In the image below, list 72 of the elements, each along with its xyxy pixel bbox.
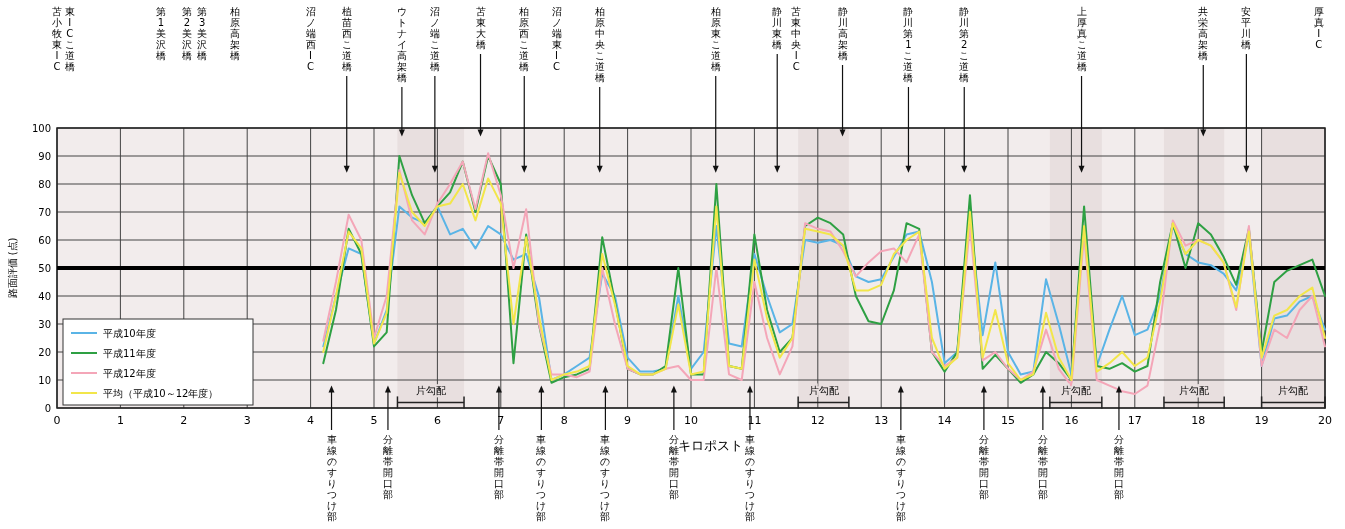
x-tick-label: 8 (560, 414, 568, 427)
text: 上厚真こ道橋 (1076, 6, 1087, 72)
x-tick-label: 20 (1318, 414, 1332, 427)
x-tick-label: 5 (370, 414, 378, 427)
text: 柏原高架橋 (228, 6, 240, 61)
text: 静川東橋 (772, 6, 783, 50)
y-tick-label: 80 (38, 179, 51, 190)
band-label: 片勾配 (1278, 385, 1309, 397)
y-tick-label: 70 (38, 207, 51, 218)
text: 静川第1こ道橋 (903, 6, 914, 83)
y-tick-label: 50 (38, 263, 51, 274)
text: 共栄高架橋 (1198, 6, 1209, 61)
legend-label: 平成10年度 (103, 328, 156, 339)
text: 沼ノ端東IC (551, 6, 562, 72)
y-tick-label: 10 (38, 375, 51, 386)
x-tick-label: 10 (684, 414, 698, 427)
text: 第3美沢橋 (197, 6, 208, 61)
text: 分離帯開口部 (978, 434, 989, 500)
x-tick-label: 14 (937, 414, 952, 427)
band-label: 片勾配 (1179, 385, 1210, 397)
text: 分離帯開口部 (1037, 434, 1048, 500)
x-tick-label: 18 (1191, 414, 1206, 427)
text: 分離帯開口部 (382, 434, 393, 500)
text: 沼ノ端西IC (305, 6, 316, 72)
text: 第1美沢橋 (155, 6, 166, 61)
y-tick-label: 0 (44, 403, 51, 414)
x-tick-label: 13 (874, 414, 889, 427)
text: 車線のすりつけ部 (894, 434, 906, 522)
text: 分離帯開口部 (668, 434, 679, 500)
text: 沼ノ端こ道橋 (429, 6, 440, 72)
legend-label: 平成12年度 (103, 368, 156, 379)
text: 東ICこ道橋 (64, 6, 75, 72)
x-tick-label: 4 (307, 414, 315, 427)
y-tick-label: 60 (38, 235, 51, 246)
x-tick-label: 16 (1064, 414, 1079, 427)
text: 車線のすりつけ部 (535, 434, 547, 522)
x-tick-label: 19 (1254, 414, 1269, 427)
text: 静川高架橋 (837, 6, 848, 61)
text: 車線のすりつけ部 (599, 434, 611, 522)
text: 柏原西こ道橋 (518, 6, 530, 72)
legend-label: 平均（平成10～12年度） (103, 388, 219, 399)
text: 柏原東こ道橋 (709, 6, 721, 72)
x-tick-label: 0 (53, 414, 61, 427)
y-tick-label: 40 (38, 291, 51, 302)
annotation: 分離帯開口部 (1113, 434, 1124, 500)
text: 安平川橋 (1241, 6, 1252, 50)
x-tick-label: 1 (116, 414, 124, 427)
text: 静川第2こ道橋 (959, 6, 970, 83)
text: 柏原中央こ道橋 (593, 6, 605, 83)
legend-label: 平成11年度 (103, 348, 156, 359)
text: ウトナイ高架橋 (396, 6, 407, 83)
text: 苫東大橋 (475, 6, 486, 50)
y-axis-title: 路面評価 (点) (7, 237, 18, 299)
x-tick-label: 17 (1127, 414, 1142, 427)
text: 第2美沢橋 (181, 6, 192, 61)
x-tick-label: 9 (624, 414, 632, 427)
text: 厚真IC (1313, 6, 1324, 50)
text: 植苗西こ道橋 (341, 6, 352, 72)
x-tick-label: 2 (180, 414, 188, 427)
text: 車線のすりつけ部 (743, 434, 755, 522)
y-tick-label: 20 (38, 347, 51, 358)
x-tick-label: 6 (433, 414, 441, 427)
text: 苫小牧東IC (52, 6, 62, 72)
text: 苫東中央IC (791, 6, 802, 72)
y-tick-label: 100 (31, 123, 51, 134)
text: 車線のすりつけ部 (325, 434, 337, 522)
x-tick-label: 12 (810, 414, 825, 427)
y-tick-label: 30 (38, 319, 51, 330)
text: 分離帯開口部 (493, 434, 504, 500)
y-tick-label: 90 (38, 151, 51, 162)
x-tick-label: 3 (243, 414, 251, 427)
x-tick-label: 15 (1001, 414, 1015, 427)
